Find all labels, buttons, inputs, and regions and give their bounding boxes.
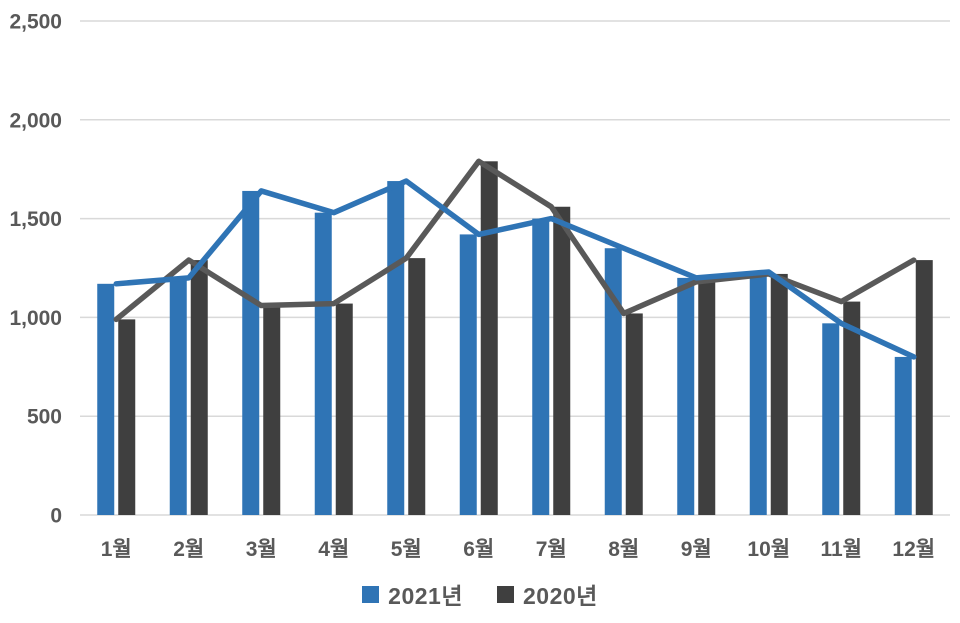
y-axis-tick-label: 1,000 (9, 307, 62, 330)
x-axis-label-6월: 6월 (463, 538, 494, 561)
bar-2021-7월 (532, 218, 550, 515)
bar-2021-9월 (677, 277, 695, 515)
bar-2020-5월 (408, 258, 426, 515)
bar-2020-9월 (698, 281, 716, 515)
bar-2020-7월 (553, 206, 571, 515)
chart-legend: 2021년 2020년 (0, 577, 960, 611)
bar-2020-12월 (915, 260, 933, 515)
x-axis-label-12월: 12월 (892, 538, 935, 561)
line-2021년 (113, 178, 917, 360)
bar-2020-3월 (263, 305, 281, 515)
legend-label-2020: 2020년 (523, 583, 598, 609)
bar-2020-2월 (190, 260, 208, 515)
y-axis-tick-label: 0 (50, 505, 62, 528)
x-axis-label-3월: 3월 (246, 538, 277, 561)
legend-item-2020: 2020년 (497, 577, 598, 611)
x-axis-label-9월: 9월 (681, 538, 712, 561)
legend-swatch-2021-icon (362, 585, 380, 603)
y-axis-tick-label: 1,500 (9, 208, 62, 231)
bar-2021-5월 (387, 181, 405, 515)
bar-2021-1월 (97, 283, 115, 515)
x-axis-label-1월: 1월 (101, 538, 132, 561)
y-axis-tick-label: 2,000 (9, 109, 62, 132)
x-axis-label-10월: 10월 (747, 538, 790, 561)
bar-2021-10월 (749, 271, 767, 515)
x-axis-label-11월: 11월 (820, 538, 862, 561)
y-axis-tick-label: 2,500 (9, 11, 62, 34)
legend-item-2021: 2021년 (362, 577, 463, 611)
legend-label-2021: 2021년 (388, 583, 463, 609)
x-axis-label-4월: 4월 (318, 538, 349, 561)
bar-2020-10월 (770, 273, 788, 515)
y-axis-tick-label: 500 (27, 406, 62, 429)
bar-2020-1월 (118, 319, 136, 515)
bar-2020-8월 (625, 313, 643, 515)
bar-2021-4월 (314, 212, 332, 515)
bar-2021-12월 (894, 356, 912, 515)
bar-2021-11월 (822, 323, 840, 515)
legend-swatch-2020-icon (497, 585, 514, 603)
bar-line-chart: 0 500 1,000 1,500 2,000 2,500 1월 2월 3월 4월 5월 6월 7월 8월… (9, 11, 950, 561)
bar-2021-3월 (242, 190, 260, 515)
bar-2021-6월 (459, 234, 477, 515)
bar-2021-8월 (604, 248, 622, 516)
x-axis-label-7월: 7월 (536, 538, 567, 561)
bar-2020-4월 (335, 303, 353, 515)
bar-2020-11월 (843, 301, 861, 515)
x-axis-label-2월: 2월 (173, 538, 204, 561)
x-axis-label-8월: 8월 (608, 538, 639, 561)
bar-2020-6월 (480, 161, 498, 515)
line-2020년 (113, 158, 917, 323)
bar-2021-2월 (169, 277, 187, 515)
x-axis-label-5월: 5월 (391, 538, 422, 561)
